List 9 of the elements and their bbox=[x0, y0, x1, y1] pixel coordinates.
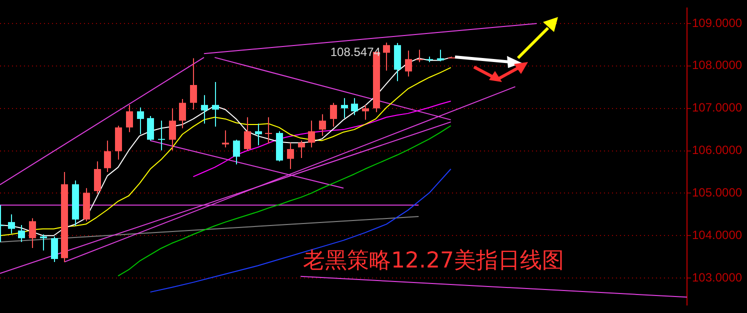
y-tick-label: 107.0000 bbox=[692, 100, 742, 115]
y-tick-label: 109.0000 bbox=[692, 16, 742, 30]
y-tick-label: 105.0000 bbox=[692, 186, 742, 200]
y-tick-label: 106.0000 bbox=[692, 143, 742, 158]
y-tick-label: 108.0000 bbox=[692, 58, 742, 72]
annotation: 108.5474 bbox=[330, 44, 381, 59]
y-tick-label: 104.0000 bbox=[692, 228, 742, 242]
text: 老黑策略12.27美指日线图 bbox=[303, 248, 564, 274]
y-tick-label: 103.0000 bbox=[692, 270, 742, 284]
